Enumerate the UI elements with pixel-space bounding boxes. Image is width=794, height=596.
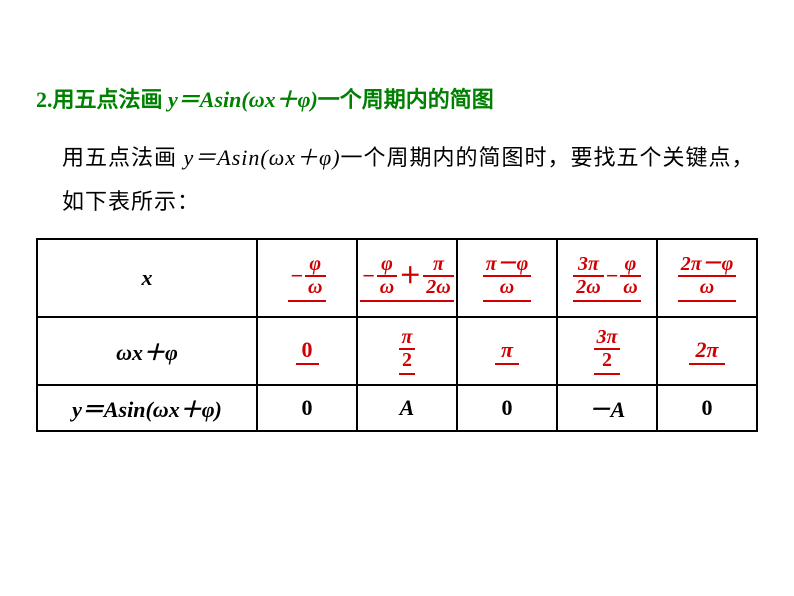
five-point-table: x −φω −φω＋π2ω π－φω 3π2ω−φω 2π－φω [36,238,758,432]
row-label-x: x [37,239,257,317]
cell-y-5: 0 [657,385,757,431]
section-heading: 2.用五点法画 y＝Asin(ωx＋φ)一个周期内的简图 [36,82,758,114]
cell-wx-4: 3π2 [557,317,657,385]
cell-x-4: 3π2ω−φω [557,239,657,317]
cell-y-3: 0 [457,385,557,431]
cell-y-4: －A [557,385,657,431]
table-row: x −φω −φω＋π2ω π－φω 3π2ω−φω 2π－φω [37,239,757,317]
cell-wx-1: 0 [257,317,357,385]
table-row: ωx＋φ 0 π2 π 3π2 2π [37,317,757,385]
cell-wx-2: π2 [357,317,457,385]
heading-number: 2. [36,87,53,112]
body-text-a: 用五点法画 [62,145,184,170]
row-label-wxphi: ωx＋φ [37,317,257,385]
cell-y-2: A [357,385,457,431]
cell-x-5: 2π－φω [657,239,757,317]
row-label-y: y＝Asin(ωx＋φ) [37,385,257,431]
heading-text-a: 用五点法画 [53,87,169,112]
heading-formula: y＝Asin(ωx＋φ) [168,87,318,112]
body-formula: y＝Asin(ωx＋φ) [184,145,341,170]
cell-wx-3: π [457,317,557,385]
cell-x-2: −φω＋π2ω [357,239,457,317]
cell-x-1: −φω [257,239,357,317]
cell-x-3: π－φω [457,239,557,317]
cell-y-1: 0 [257,385,357,431]
cell-wx-5: 2π [657,317,757,385]
table-row: y＝Asin(ωx＋φ) 0 A 0 －A 0 [37,385,757,431]
heading-text-b: 一个周期内的简图 [318,87,494,112]
body-paragraph: 用五点法画 y＝Asin(ωx＋φ)一个周期内的简图时，要找五个关键点，如下表所… [62,136,758,224]
